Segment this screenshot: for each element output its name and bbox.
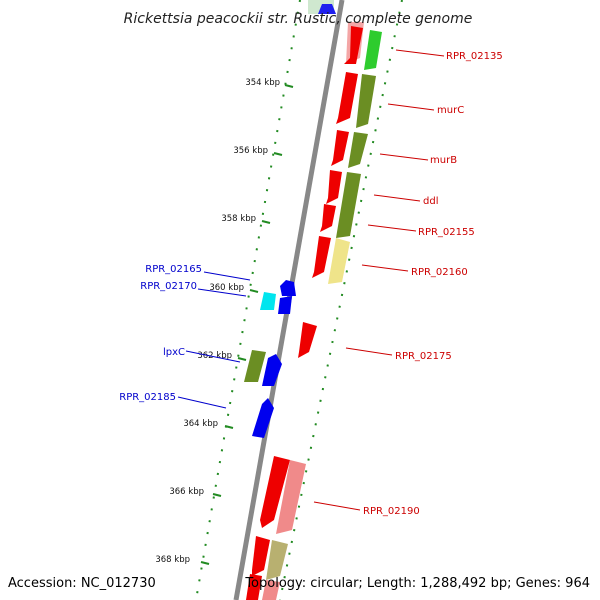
- leader-lpxc: [185, 350, 241, 363]
- forward-gene-labels: RPR_02135 murC murB ddl RPR_02155 RPR_02…: [363, 51, 503, 517]
- cds-blue-1: [280, 280, 296, 296]
- ticks: [200, 84, 294, 565]
- gene-label-rpr02170[interactable]: RPR_02170: [140, 281, 197, 292]
- cds-red-9: [252, 536, 270, 576]
- gene-label-rpr02190[interactable]: RPR_02190: [363, 506, 420, 517]
- tick-label-362: 362 kbp: [197, 351, 232, 361]
- gene-label-lpxc[interactable]: lpxC: [163, 347, 185, 358]
- cds-blue-3: [262, 354, 282, 386]
- leader-rpr02160: [361, 264, 409, 272]
- accession-text: Accession: NC_012730: [8, 576, 156, 591]
- tick-368: [200, 561, 210, 565]
- leader-rpr02155: [367, 224, 417, 232]
- cds-blue-2: [278, 296, 292, 314]
- leader-rpr02190: [313, 501, 361, 511]
- gene-label-rpr02165[interactable]: RPR_02165: [145, 264, 202, 275]
- cds-olive-rev: [244, 350, 266, 382]
- cds-red-5: [320, 204, 336, 232]
- tick-label-360: 360 kbp: [209, 283, 244, 293]
- tick-358: [261, 220, 271, 224]
- cds-olive-3: [336, 172, 361, 238]
- cds-red-10: [246, 574, 262, 600]
- leader-rpr02175: [345, 347, 393, 356]
- tick-labels: 354 kbp 356 kbp 358 kbp 360 kbp 362 kbp …: [155, 78, 280, 565]
- tick-label-358: 358 kbp: [221, 214, 256, 224]
- forward-cds-lane: [246, 22, 364, 600]
- leader-murc: [387, 103, 435, 111]
- map-title: Rickettsia peacockii str. Rustic, comple…: [124, 11, 473, 27]
- cds-red-3: [331, 130, 349, 166]
- leader-rpr02170: [197, 288, 247, 297]
- gene-label-murc[interactable]: murC: [437, 105, 464, 116]
- cds-red-4: [326, 170, 342, 204]
- gene-label-rpr02155[interactable]: RPR_02155: [418, 227, 475, 238]
- tick-label-356: 356 kbp: [233, 146, 268, 156]
- cds-blue-4: [252, 398, 274, 438]
- forward-cds-lane-2: [262, 30, 382, 600]
- cds-khaki-1: [328, 238, 350, 284]
- cds-red-1: [344, 26, 363, 64]
- cds-red-7: [298, 322, 317, 358]
- tick-366: [212, 493, 222, 497]
- gene-label-rpr02175[interactable]: RPR_02175: [395, 351, 452, 362]
- partial-blue-top: [318, 4, 336, 14]
- cds-olive-2: [348, 132, 368, 168]
- gene-label-rpr02185[interactable]: RPR_02185: [119, 392, 176, 403]
- tick-356: [273, 152, 283, 156]
- cds-olive-1: [356, 74, 376, 128]
- reverse-gene-labels: RPR_02165 RPR_02170 lpxC RPR_02185: [119, 264, 202, 403]
- gene-label-murb[interactable]: murB: [430, 155, 457, 166]
- label-leaders: [177, 49, 445, 511]
- reverse-cds-lane: [244, 280, 296, 438]
- leader-rpr02165: [203, 271, 251, 281]
- tick-362: [237, 357, 247, 361]
- leader-rpr02135: [395, 49, 445, 57]
- cds-pink-2: [262, 580, 280, 600]
- cds-pink-1: [276, 460, 306, 534]
- tick-360: [249, 289, 259, 293]
- tick-label-364: 364 kbp: [183, 419, 218, 429]
- leader-rpr02185: [177, 396, 227, 409]
- cds-khaki-2: [266, 540, 288, 580]
- gene-label-ddl[interactable]: ddl: [423, 196, 438, 207]
- cds-green-1: [364, 30, 382, 70]
- tick-364: [224, 425, 234, 429]
- cds-red-6: [312, 236, 331, 278]
- gene-label-rpr02135[interactable]: RPR_02135: [446, 51, 503, 62]
- leader-ddl: [373, 194, 421, 202]
- cds-red-2: [336, 72, 358, 124]
- summary-text: Topology: circular; Length: 1,288,492 bp…: [244, 576, 590, 591]
- cds-cyan-1: [260, 292, 276, 310]
- tick-label-368: 368 kbp: [155, 555, 190, 565]
- gene-label-rpr02160[interactable]: RPR_02160: [411, 267, 468, 278]
- cds-red-8: [260, 456, 290, 528]
- tick-label-354: 354 kbp: [245, 78, 280, 88]
- tick-354: [284, 84, 294, 88]
- tick-label-366: 366 kbp: [169, 487, 204, 497]
- leader-murb: [379, 153, 429, 161]
